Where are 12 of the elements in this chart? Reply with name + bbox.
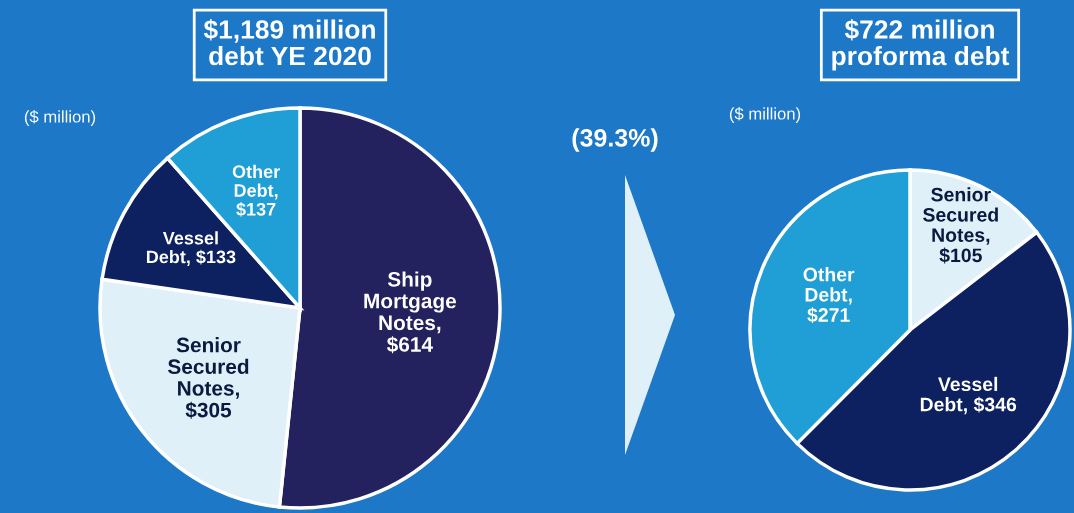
slice-label: Senior Secured Notes, $305 [167,337,249,419]
slice-label: Other Debt, $271 [803,267,855,324]
slice-label: Other Debt, $137 [232,164,280,217]
slice-label: Vessel Debt, $346 [920,376,1017,415]
slice-label: Senior Secured Notes, $105 [923,187,998,264]
chart-title: $1,189 million debt YE 2020 [203,18,375,66]
text: ($ million) [24,110,96,126]
text: ($ million) [729,107,801,123]
text: (39.3%) [572,128,658,152]
chart-title: $722 million proforma debt [832,18,1010,71]
slice-label: Vessel Debt, $133 [146,231,236,266]
slice-label: Ship Mortgage Notes, $614 [364,271,457,354]
